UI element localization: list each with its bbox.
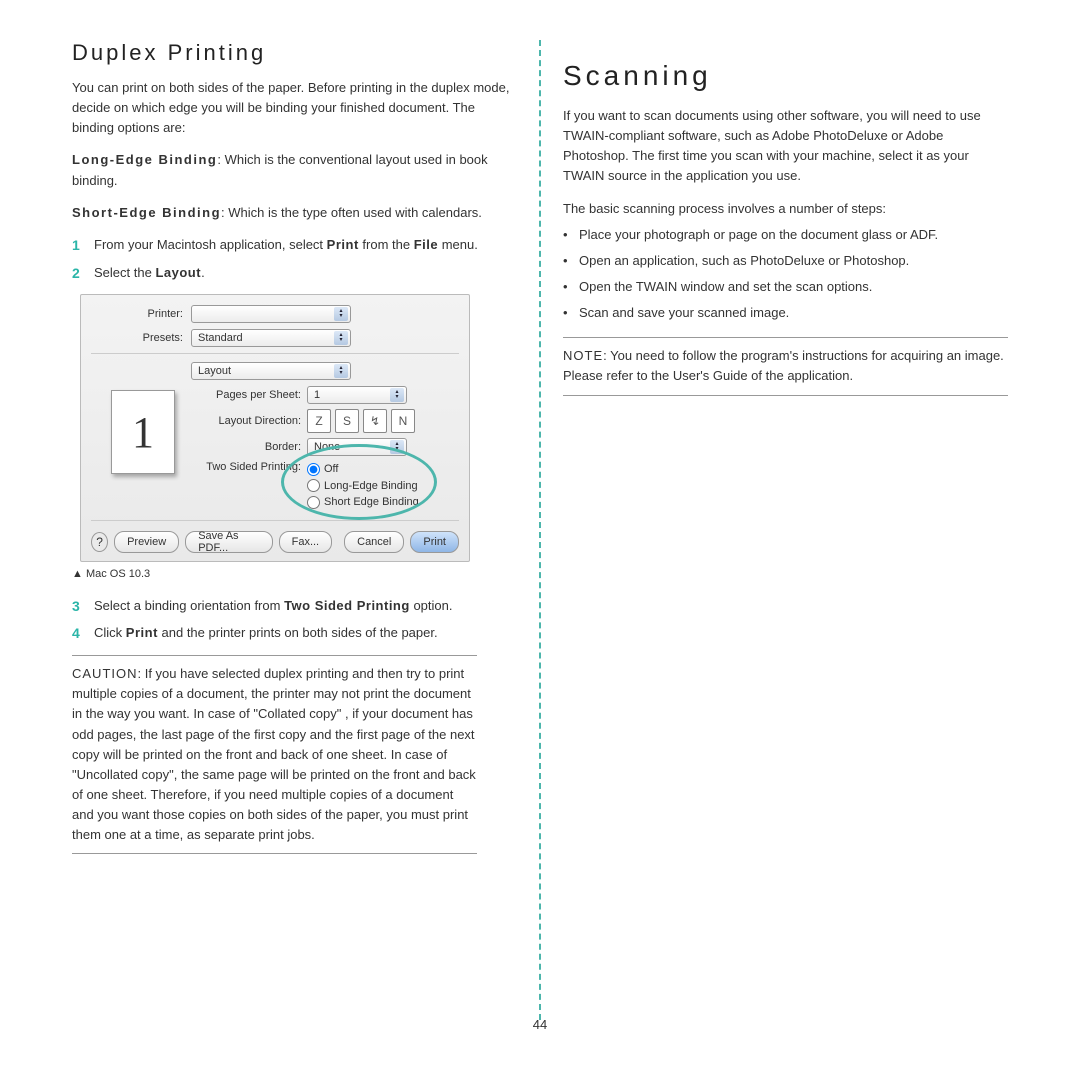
twosided-label: Two Sided Printing: — [191, 461, 307, 473]
presets-select[interactable]: Standard▴▾ — [191, 329, 351, 347]
scanning-heading: Scanning — [563, 60, 1008, 92]
fax-button[interactable]: Fax... — [279, 531, 333, 553]
pps-select[interactable]: 1▴▾ — [307, 386, 407, 404]
layout-direction-buttons: Z S ↯ N — [307, 409, 415, 433]
short-edge-label: Short-Edge Binding — [72, 205, 221, 220]
dir-btn-3[interactable]: ↯ — [363, 409, 387, 433]
note-box: NOTE: You need to follow the program's i… — [563, 337, 1008, 395]
right-column: Scanning If you want to scan documents u… — [541, 40, 1030, 1020]
dir-btn-1[interactable]: Z — [307, 409, 331, 433]
radio-long[interactable] — [307, 479, 320, 492]
radio-short[interactable] — [307, 496, 320, 509]
caution-label: CAUTION — [72, 666, 138, 681]
step-2: 2 Select the Layout. — [72, 263, 517, 285]
chevron-updown-icon: ▴▾ — [334, 331, 348, 345]
pps-label: Pages per Sheet: — [191, 389, 307, 401]
steps-list-2: 3 Select a binding orientation from Two … — [72, 596, 517, 645]
note-label: NOTE — [563, 348, 603, 363]
save-as-pdf-button[interactable]: Save As PDF... — [185, 531, 272, 553]
bullet-4: Scan and save your scanned image. — [563, 303, 1008, 323]
printer-label: Printer: — [91, 308, 191, 320]
dir-btn-2[interactable]: S — [335, 409, 359, 433]
scanning-line2: The basic scanning process involves a nu… — [563, 199, 1008, 219]
layoutdir-label: Layout Direction: — [191, 415, 307, 427]
print-button[interactable]: Print — [410, 531, 459, 553]
bullet-1: Place your photograph or page on the doc… — [563, 225, 1008, 245]
cancel-button[interactable]: Cancel — [344, 531, 404, 553]
print-dialog: Printer: ▴▾ Presets: Standard▴▾ Layout▴▾… — [80, 294, 470, 562]
scanning-intro: If you want to scan documents using othe… — [563, 106, 1008, 187]
twosided-radios: Off Long-Edge Binding Short Edge Binding — [307, 461, 419, 511]
help-button[interactable]: ? — [91, 532, 108, 552]
border-select[interactable]: None▴▾ — [307, 438, 407, 456]
page-number: 44 — [0, 1017, 1080, 1032]
presets-label: Presets: — [91, 332, 191, 344]
border-label: Border: — [191, 441, 307, 453]
step-3: 3 Select a binding orientation from Two … — [72, 596, 517, 618]
chevron-updown-icon: ▴▾ — [334, 364, 348, 378]
printer-select[interactable]: ▴▾ — [191, 305, 351, 323]
chevron-updown-icon: ▴▾ — [390, 440, 404, 454]
long-edge-paragraph: Long-Edge Binding: Which is the conventi… — [72, 150, 517, 190]
duplex-heading: Duplex Printing — [72, 40, 517, 66]
caution-box: CAUTION: If you have selected duplex pri… — [72, 655, 477, 854]
caution-text: : If you have selected duplex printing a… — [72, 666, 476, 842]
left-column: Duplex Printing You can print on both si… — [50, 40, 541, 1020]
page-preview: 1 — [111, 390, 175, 474]
radio-off[interactable] — [307, 463, 320, 476]
scanning-bullets: Place your photograph or page on the doc… — [563, 225, 1008, 324]
step-1: 1 From your Macintosh application, selec… — [72, 235, 517, 257]
dir-btn-4[interactable]: N — [391, 409, 415, 433]
duplex-intro: You can print on both sides of the paper… — [72, 78, 517, 138]
chevron-updown-icon: ▴▾ — [390, 388, 404, 402]
dialog-caption: ▲ Mac OS 10.3 — [72, 568, 517, 580]
bullet-2: Open an application, such as PhotoDeluxe… — [563, 251, 1008, 271]
step-4: 4 Click Print and the printer prints on … — [72, 623, 517, 645]
preview-button[interactable]: Preview — [114, 531, 179, 553]
chevron-updown-icon: ▴▾ — [334, 307, 348, 321]
section-select[interactable]: Layout▴▾ — [191, 362, 351, 380]
short-edge-text: : Which is the type often used with cale… — [221, 205, 482, 220]
note-text: : You need to follow the program's instr… — [563, 348, 1004, 383]
steps-list-1: 1 From your Macintosh application, selec… — [72, 235, 517, 284]
short-edge-paragraph: Short-Edge Binding: Which is the type of… — [72, 203, 517, 223]
bullet-3: Open the TWAIN window and set the scan o… — [563, 277, 1008, 297]
long-edge-label: Long-Edge Binding — [72, 152, 217, 167]
